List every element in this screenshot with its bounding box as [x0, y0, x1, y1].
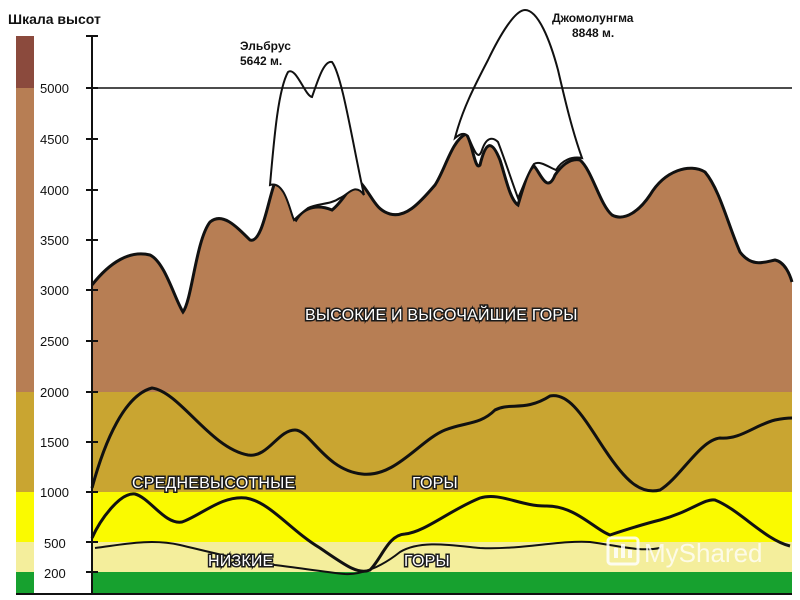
- mid-mountains-line: [90, 386, 793, 493]
- scale-title: Шкала высот: [8, 11, 101, 27]
- zone-label-low-left: НИЗКИЕ: [208, 553, 273, 570]
- peak-label-elbrus: Эльбрус 5642 м.: [240, 39, 291, 68]
- zone-band-low: [92, 542, 792, 572]
- tick-label-200: 200: [44, 566, 66, 581]
- tick-label-4000: 4000: [40, 183, 69, 198]
- tick-label-3500: 3500: [40, 233, 69, 248]
- scale-band-low: [16, 542, 34, 572]
- tick-label-2000: 2000: [40, 385, 69, 400]
- tick-label-5000: 5000: [40, 81, 69, 96]
- scale-band-above-5000: [16, 36, 34, 88]
- zone-band-lowland: [92, 572, 792, 594]
- peak-label-everest: Джомолунгма 8848 м.: [552, 11, 634, 40]
- watermark-icon: [606, 536, 640, 566]
- everest-height: 8848 м.: [572, 26, 614, 40]
- tick-labels: 200 500 1000 1500 2000 2500 3000 3500 40…: [40, 81, 69, 581]
- zone-label-low-right: ГОРЫ: [404, 553, 450, 570]
- watermark-text: MyShared: [644, 538, 763, 568]
- tick-label-1000: 1000: [40, 485, 69, 500]
- high-mountains-ridge: [90, 132, 794, 315]
- low-mountains-line-lower: [94, 540, 661, 576]
- tick-label-4500: 4500: [40, 132, 69, 147]
- elbrus-height: 5642 м.: [240, 54, 282, 68]
- altitude-scale-bar: [16, 36, 34, 594]
- elbrus-snow-cap: [268, 60, 365, 222]
- tick-label-500: 500: [44, 536, 66, 551]
- everest-snow-cap: [453, 8, 584, 201]
- zone-label-mid-right: ГОРЫ: [412, 475, 458, 492]
- scale-band-lowland: [16, 572, 34, 594]
- low-mountains-line-upper: [90, 492, 791, 573]
- watermark: MyShared: [606, 536, 763, 568]
- zone-label-high: ВЫСОКИЕ И ВЫСОЧАЙШИЕ ГОРЫ: [305, 305, 578, 324]
- watermark-icon-bar: [628, 550, 632, 558]
- scale-band-upper-low: [16, 492, 34, 542]
- everest-name: Джомолунгма: [552, 11, 634, 25]
- scale-band-mid: [16, 392, 34, 492]
- altitude-axis: [86, 35, 98, 594]
- scale-band-high: [16, 88, 34, 392]
- watermark-icon-bar: [614, 548, 618, 558]
- high-mountains-area: [92, 134, 792, 392]
- tick-label-3000: 3000: [40, 283, 69, 298]
- tick-label-1500: 1500: [40, 435, 69, 450]
- tick-label-2500: 2500: [40, 334, 69, 349]
- watermark-icon-bar: [621, 544, 625, 558]
- elbrus-name: Эльбрус: [240, 39, 291, 53]
- zone-label-mid-left: СРЕДНЕВЫСОТНЫЕ: [132, 475, 295, 492]
